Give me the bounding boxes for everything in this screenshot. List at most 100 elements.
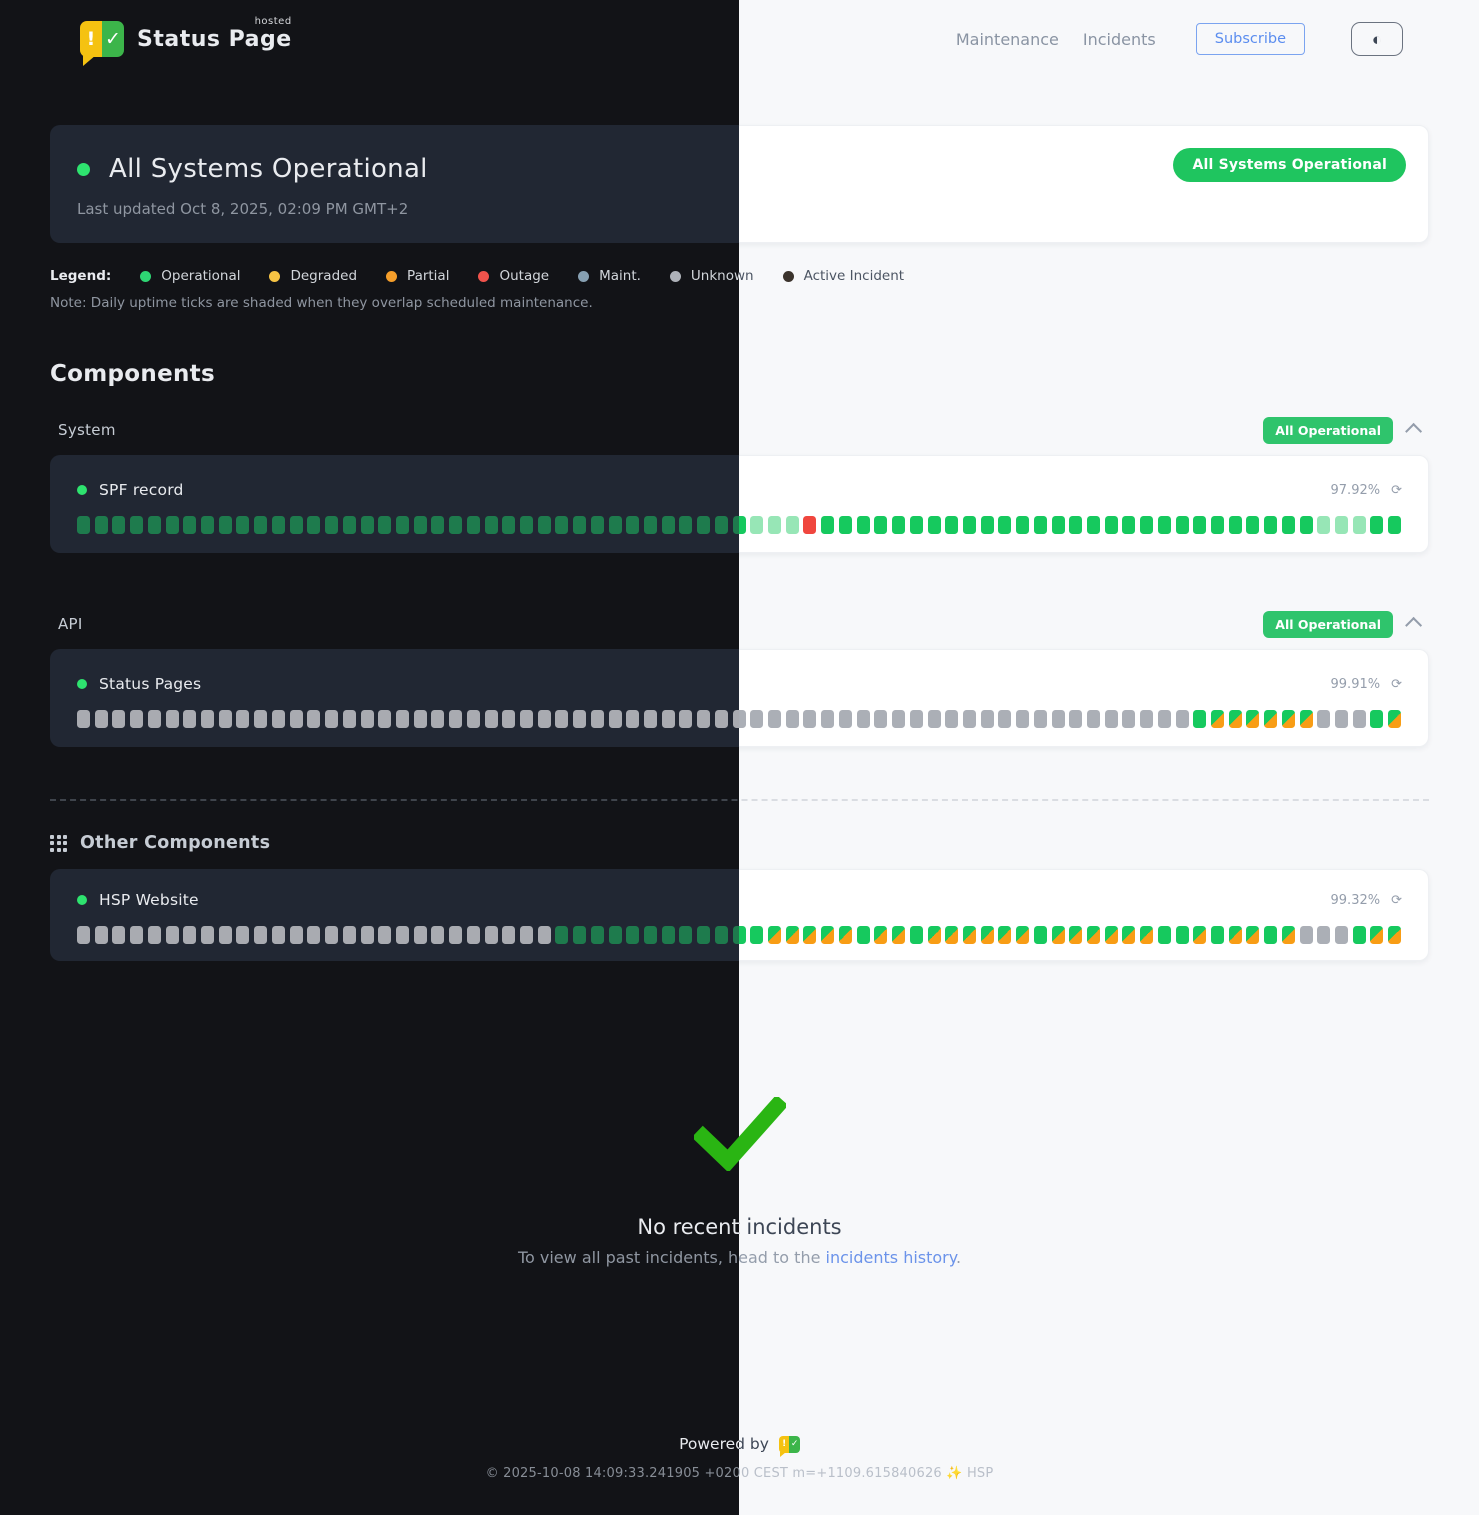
- uptime-tick[interactable]: [739, 516, 746, 534]
- uptime-tick[interactable]: [431, 516, 445, 534]
- uptime-tick[interactable]: [768, 926, 782, 944]
- uptime-tick[interactable]: [502, 516, 516, 534]
- uptime-tick[interactable]: [342, 710, 356, 728]
- uptime-tick[interactable]: [626, 516, 640, 534]
- uptime-tick[interactable]: [271, 710, 285, 728]
- uptime-tick[interactable]: [1228, 926, 1242, 944]
- uptime-tick[interactable]: [714, 516, 728, 534]
- uptime-tick[interactable]: [236, 516, 250, 534]
- uptime-tick[interactable]: [856, 926, 870, 944]
- uptime-tick[interactable]: [892, 926, 906, 944]
- uptime-tick[interactable]: [1335, 926, 1349, 944]
- uptime-tick[interactable]: [484, 926, 498, 944]
- uptime-tick[interactable]: [945, 516, 959, 534]
- uptime-tick[interactable]: [838, 926, 852, 944]
- uptime-tick[interactable]: [573, 926, 587, 944]
- uptime-tick[interactable]: [325, 516, 339, 534]
- uptime-tick[interactable]: [1016, 516, 1030, 534]
- uptime-tick[interactable]: [537, 710, 551, 728]
- uptime-tick[interactable]: [271, 926, 285, 944]
- uptime-tick[interactable]: [1051, 926, 1065, 944]
- uptime-tick[interactable]: [1281, 516, 1295, 534]
- uptime-tick[interactable]: [874, 710, 888, 728]
- uptime-tick[interactable]: [768, 516, 782, 534]
- uptime-tick[interactable]: [254, 926, 268, 944]
- uptime-tick[interactable]: [325, 926, 339, 944]
- uptime-tick[interactable]: [1122, 710, 1136, 728]
- uptime-tick[interactable]: [307, 926, 321, 944]
- uptime-tick[interactable]: [821, 926, 835, 944]
- uptime-tick[interactable]: [378, 926, 392, 944]
- uptime-tick[interactable]: [94, 516, 108, 534]
- chevron-up-icon[interactable]: [1405, 616, 1423, 634]
- uptime-tick[interactable]: [307, 516, 321, 534]
- uptime-tick[interactable]: [626, 710, 640, 728]
- uptime-tick[interactable]: [714, 710, 728, 728]
- uptime-tick[interactable]: [661, 516, 675, 534]
- uptime-tick[interactable]: [1299, 710, 1313, 728]
- uptime-tick[interactable]: [165, 710, 179, 728]
- uptime-tick[interactable]: [1335, 710, 1349, 728]
- uptime-tick[interactable]: [1211, 516, 1224, 534]
- uptime-tick[interactable]: [945, 926, 959, 944]
- uptime-tick[interactable]: [289, 516, 303, 534]
- uptime-tick[interactable]: [1352, 926, 1366, 944]
- uptime-tick[interactable]: [1246, 926, 1260, 944]
- uptime-tick[interactable]: [236, 926, 250, 944]
- uptime-tick[interactable]: [1140, 926, 1154, 944]
- uptime-tick[interactable]: [1157, 710, 1171, 728]
- uptime-tick[interactable]: [1299, 926, 1313, 944]
- uptime-tick[interactable]: [271, 516, 285, 534]
- uptime-tick[interactable]: [661, 710, 675, 728]
- uptime-tick[interactable]: [573, 516, 587, 534]
- uptime-tick[interactable]: [431, 926, 445, 944]
- uptime-tick[interactable]: [395, 926, 409, 944]
- uptime-tick[interactable]: [130, 516, 144, 534]
- incidents-history-link[interactable]: incidents history: [825, 1248, 956, 1267]
- uptime-tick[interactable]: [644, 710, 657, 728]
- uptime-tick[interactable]: [484, 710, 498, 728]
- uptime-tick[interactable]: [1086, 926, 1100, 944]
- uptime-tick[interactable]: [147, 710, 161, 728]
- uptime-tick[interactable]: [998, 926, 1012, 944]
- uptime-tick[interactable]: [927, 710, 941, 728]
- uptime-tick[interactable]: [466, 926, 480, 944]
- uptime-tick[interactable]: [909, 926, 923, 944]
- uptime-tick[interactable]: [360, 710, 374, 728]
- uptime-tick[interactable]: [94, 710, 108, 728]
- uptime-tick[interactable]: [1281, 926, 1295, 944]
- uptime-tick[interactable]: [750, 516, 764, 534]
- brand[interactable]: ! ✓ hosted Status Page: [80, 16, 292, 66]
- uptime-tick[interactable]: [1175, 926, 1189, 944]
- uptime-tick[interactable]: [1069, 516, 1083, 534]
- uptime-tick[interactable]: [785, 926, 799, 944]
- uptime-tick[interactable]: [750, 926, 764, 944]
- powered-by-logo-icon[interactable]: ! ✓: [778, 1435, 800, 1457]
- uptime-tick[interactable]: [714, 926, 728, 944]
- uptime-tick[interactable]: [519, 710, 533, 728]
- uptime-tick[interactable]: [1246, 710, 1260, 728]
- uptime-tick[interactable]: [1317, 926, 1331, 944]
- uptime-tick[interactable]: [1140, 710, 1154, 728]
- uptime-tick[interactable]: [1175, 710, 1189, 728]
- nav-maintenance[interactable]: Maintenance: [955, 29, 1059, 49]
- uptime-tick[interactable]: [112, 926, 126, 944]
- uptime-tick[interactable]: [856, 710, 870, 728]
- uptime-tick[interactable]: [519, 926, 533, 944]
- uptime-tick[interactable]: [1228, 710, 1242, 728]
- uptime-tick[interactable]: [803, 926, 817, 944]
- uptime-tick[interactable]: [165, 516, 179, 534]
- uptime-tick[interactable]: [980, 516, 994, 534]
- uptime-tick[interactable]: [998, 516, 1012, 534]
- uptime-tick[interactable]: [821, 710, 835, 728]
- uptime-tick[interactable]: [1388, 710, 1402, 728]
- uptime-tick[interactable]: [644, 516, 657, 534]
- uptime-tick[interactable]: [785, 710, 799, 728]
- uptime-tick[interactable]: [147, 516, 161, 534]
- uptime-tick[interactable]: [739, 926, 746, 944]
- uptime-tick[interactable]: [1033, 926, 1047, 944]
- uptime-tick[interactable]: [785, 516, 799, 534]
- uptime-tick[interactable]: [1122, 926, 1136, 944]
- uptime-tick[interactable]: [679, 516, 693, 534]
- uptime-tick[interactable]: [342, 926, 356, 944]
